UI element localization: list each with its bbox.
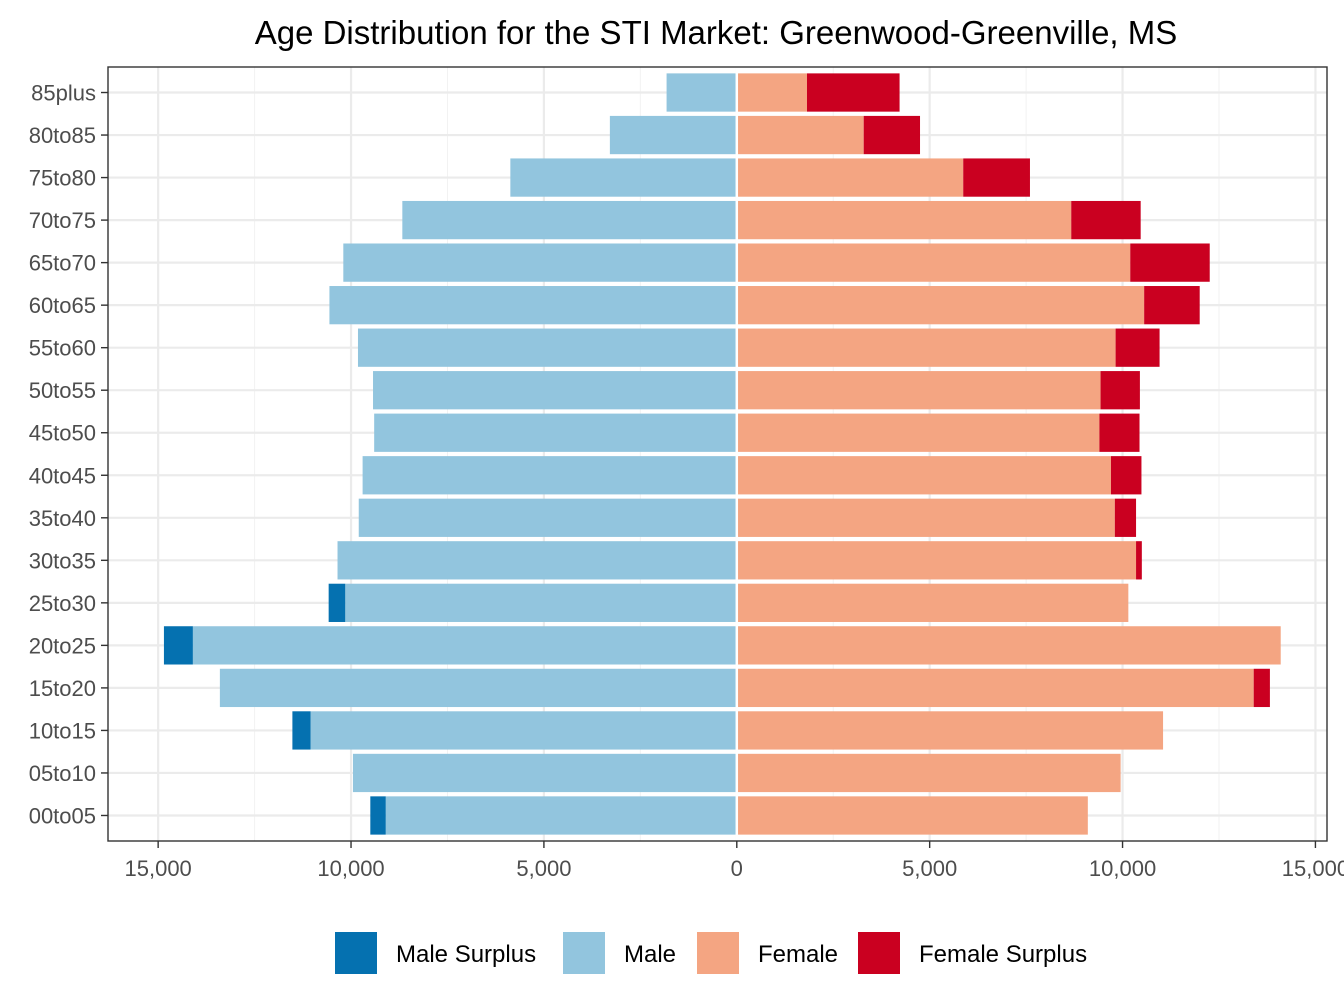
bar-male-10to15 (310, 711, 737, 750)
bar-female-00to05 (736, 796, 1088, 835)
y-tick-label: 25to30 (29, 591, 96, 616)
bar-female-surplus-35to40 (1114, 498, 1137, 537)
bar-male-15to20 (219, 668, 737, 708)
bar-male-surplus-20to25 (163, 626, 193, 665)
bar-female-surplus-40to45 (1110, 456, 1142, 495)
bar-female-85plus (736, 73, 807, 112)
x-tick-label: 10,000 (1089, 856, 1156, 881)
bar-female-surplus-80to85 (863, 115, 921, 155)
bar-male-70to75 (402, 200, 737, 240)
legend-key-female (697, 932, 739, 974)
bar-female-20to25 (736, 626, 1281, 665)
x-tick-label: 5,000 (516, 856, 571, 881)
bar-female-surplus-30to35 (1136, 541, 1142, 580)
y-tick-label: 05to10 (29, 761, 96, 786)
bar-male-05to10 (352, 753, 737, 793)
bar-female-35to40 (736, 498, 1115, 537)
bar-male-75to80 (510, 158, 737, 197)
bar-female-80to85 (736, 115, 864, 155)
y-tick-label: 45to50 (29, 421, 96, 446)
bar-female-surplus-15to20 (1253, 668, 1270, 708)
y-tick-label: 40to45 (29, 463, 96, 488)
bar-male-80to85 (609, 115, 737, 155)
legend-key-male-surplus (335, 932, 377, 974)
y-tick-label: 80to85 (29, 123, 96, 148)
y-tick-label: 85plus (31, 81, 96, 106)
legend-label-female: Female (758, 941, 838, 968)
y-tick-label: 65to70 (29, 251, 96, 276)
y-tick-label: 55to60 (29, 336, 96, 361)
legend-key-male (563, 932, 605, 974)
bar-male-25to30 (345, 583, 737, 622)
y-tick-label: 60to65 (29, 293, 96, 318)
y-tick-label: 30to35 (29, 548, 96, 573)
bar-male-35to40 (358, 498, 737, 537)
bar-female-05to10 (736, 753, 1121, 793)
y-tick-label: 70to75 (29, 208, 96, 233)
bar-male-85plus (666, 73, 737, 112)
bar-female-65to70 (736, 243, 1131, 282)
bar-male-60to65 (329, 286, 737, 325)
bar-female-surplus-85plus (806, 73, 900, 112)
y-tick-label: 20to25 (29, 633, 96, 658)
bar-male-30to35 (337, 541, 737, 580)
chart-title: Age Distribution for the STI Market: Gre… (255, 14, 1178, 51)
bar-male-00to05 (385, 796, 737, 835)
bar-male-surplus-00to05 (370, 796, 386, 835)
bar-female-10to15 (736, 711, 1164, 750)
y-axis: 00to05 05to10 10to15 15to20 20to25 25to30 30to… (29, 81, 108, 828)
bar-female-surplus-55to60 (1115, 328, 1160, 367)
bars (163, 67, 1281, 841)
legend-label-male-surplus: Male Surplus (396, 941, 536, 968)
bar-female-60to65 (736, 286, 1145, 325)
bar-female-surplus-60to65 (1144, 286, 1200, 325)
y-tick-label: 75to80 (29, 166, 96, 191)
x-tick-label: 0 (731, 856, 743, 881)
legend-label-male: Male (624, 941, 676, 968)
bar-female-surplus-45to50 (1099, 413, 1140, 452)
bar-female-55to60 (736, 328, 1116, 367)
bar-female-30to35 (736, 541, 1137, 580)
x-axis: 15,000 10,000 5,000 0 5,000 10,000 15,000 (125, 841, 1344, 881)
x-tick-label: 5,000 (902, 856, 957, 881)
bar-female-70to75 (736, 200, 1072, 240)
y-tick-label: 00to05 (29, 803, 96, 828)
bar-female-45to50 (736, 413, 1100, 452)
bar-male-surplus-10to15 (292, 711, 311, 750)
bar-male-surplus-25to30 (328, 583, 346, 622)
legend: Male Surplus Male Female Female Surplus (335, 932, 1087, 974)
y-tick-label: 35to40 (29, 506, 96, 531)
bar-male-65to70 (343, 243, 737, 282)
bar-male-55to60 (357, 328, 737, 367)
bar-female-surplus-75to80 (963, 158, 1030, 197)
x-tick-label: 15,000 (125, 856, 192, 881)
bar-female-surplus-50to55 (1100, 371, 1140, 410)
bar-female-15to20 (736, 668, 1254, 708)
plot-panel-border (107, 66, 1328, 842)
bar-female-50to55 (736, 371, 1101, 410)
x-tick-label: 10,000 (317, 856, 384, 881)
bar-female-40to45 (736, 456, 1111, 495)
y-tick-label: 50to55 (29, 378, 96, 403)
bar-female-surplus-65to70 (1130, 243, 1210, 282)
bar-male-50to55 (373, 371, 737, 410)
legend-label-female-surplus: Female Surplus (919, 941, 1087, 968)
x-tick-label: 15,000 (1282, 856, 1344, 881)
bar-male-45to50 (374, 413, 737, 452)
y-tick-label: 10to15 (29, 718, 96, 743)
bar-female-surplus-70to75 (1071, 200, 1141, 240)
bar-male-40to45 (362, 456, 737, 495)
bar-female-75to80 (736, 158, 964, 197)
bar-female-25to30 (736, 583, 1129, 622)
bar-male-20to25 (192, 626, 737, 665)
legend-key-female-surplus (858, 932, 900, 974)
y-tick-label: 15to20 (29, 676, 96, 701)
